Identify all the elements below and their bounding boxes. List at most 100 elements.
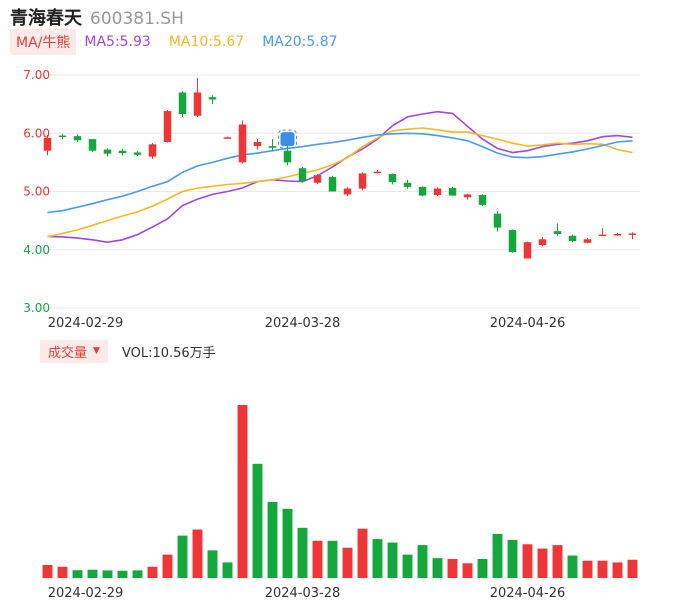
volume-bar [432,558,443,578]
volume-x-tick-label: 2024-04-26 [490,586,566,601]
candle-body [58,135,67,138]
candle-body [538,239,547,246]
volume-bar [582,560,593,578]
candle-body [163,111,172,142]
ma20-line [47,132,633,214]
volume-bar [507,539,518,578]
candle-body [628,233,637,235]
candle-body [358,173,367,189]
y-tick-label: 7.00 [23,68,50,82]
candle-body [103,149,112,154]
candle-body [568,235,577,242]
volume-bar [312,540,323,578]
candle-body [493,213,502,228]
candle-body [253,141,262,147]
volume-bar [282,508,293,578]
candle-body [583,239,592,243]
volume-x-tick-label: 2024-03-28 [265,586,341,601]
candle-body [313,175,322,183]
volume-value: VOL:10.56万手 [121,345,216,361]
volume-bar [357,528,368,578]
candle-body [388,174,397,183]
ma20-legend: MA20:5.87 [262,34,338,50]
candle-body [463,194,472,198]
candle-body [553,231,562,235]
volume-bar [597,560,608,578]
volume-indicator-toggle[interactable]: 成交量 ▼ [40,339,108,363]
volume-bar [537,548,548,578]
volume-bar [372,539,383,578]
volume-bar [492,533,503,578]
volume-bar [342,547,353,578]
stock-header: 青海春天 600381.SH [10,4,184,29]
volume-toggle-label: 成交量 [48,345,88,361]
candle-body [238,124,247,163]
volume-bar [42,565,53,578]
volume-bar [477,558,488,578]
volume-bar [387,542,398,578]
candle-body [418,186,427,196]
volume-bar [207,550,218,578]
candle-body [523,242,532,259]
candle-body [88,139,97,151]
candle-body [298,168,307,182]
volume-bar [177,535,188,578]
candle-body [178,92,187,115]
candle-body [508,229,517,253]
y-tick-label: 6.00 [23,126,50,140]
candle-body [373,171,382,174]
ma-legend: MA/牛熊 MA5:5.93 MA10:5.67 MA20:5.87 [10,29,356,55]
candle-body [133,152,142,155]
candle-body [223,137,232,139]
volume-bar [162,554,173,578]
volume-bar [222,562,233,578]
ma5-line [47,110,633,244]
candle-body [343,188,352,195]
volume-bar [612,562,623,578]
x-tick-label: 2024-04-26 [490,316,566,331]
ma10-line [47,127,633,238]
volume-bar [87,569,98,578]
volume-bar [447,558,458,578]
volume-bar [192,529,203,578]
candle-body [43,137,52,151]
candle-body [193,92,202,116]
candle-body [208,97,217,100]
volume-bar [522,544,533,578]
candle-body [613,234,622,236]
volume-bar [57,566,68,578]
candle-body [118,150,127,154]
volume-bar [567,555,578,578]
volume-bar [252,463,263,578]
volume-bar [267,501,278,578]
ma10-legend: MA10:5.67 [168,34,245,50]
stock-name: 青海春天 [10,8,82,29]
ma5-legend: MA5:5.93 [84,34,151,50]
candle-body [403,182,412,187]
volume-bar [102,570,113,578]
y-tick-label: 4.00 [23,243,50,257]
volume-bar [417,545,428,578]
candle-body [448,188,457,196]
volume-legend: 成交量 ▼ VOL:10.56万手 [40,339,216,363]
volume-bar [237,405,248,578]
volume-x-tick-label: 2024-02-29 [48,586,124,601]
volume-bar [132,570,143,578]
ma-indicator-toggle[interactable]: MA/牛熊 [10,29,77,55]
stock-code: 600381.SH [90,9,184,29]
caret-down-icon: ▼ [93,346,100,356]
candle-body [478,194,487,205]
candle-body [73,136,82,141]
volume-bar [117,570,128,578]
x-tick-label: 2024-03-28 [265,316,341,331]
volume-bar [327,540,338,578]
candle-body [148,144,157,157]
y-tick-label: 5.00 [23,185,50,199]
volume-bar [462,563,473,578]
candle-body [268,146,277,148]
volume-bar [402,554,413,578]
candle-body [433,188,442,195]
y-tick-label: 3.00 [23,301,50,315]
volume-bar [297,527,308,578]
event-marker-outline [278,129,297,149]
